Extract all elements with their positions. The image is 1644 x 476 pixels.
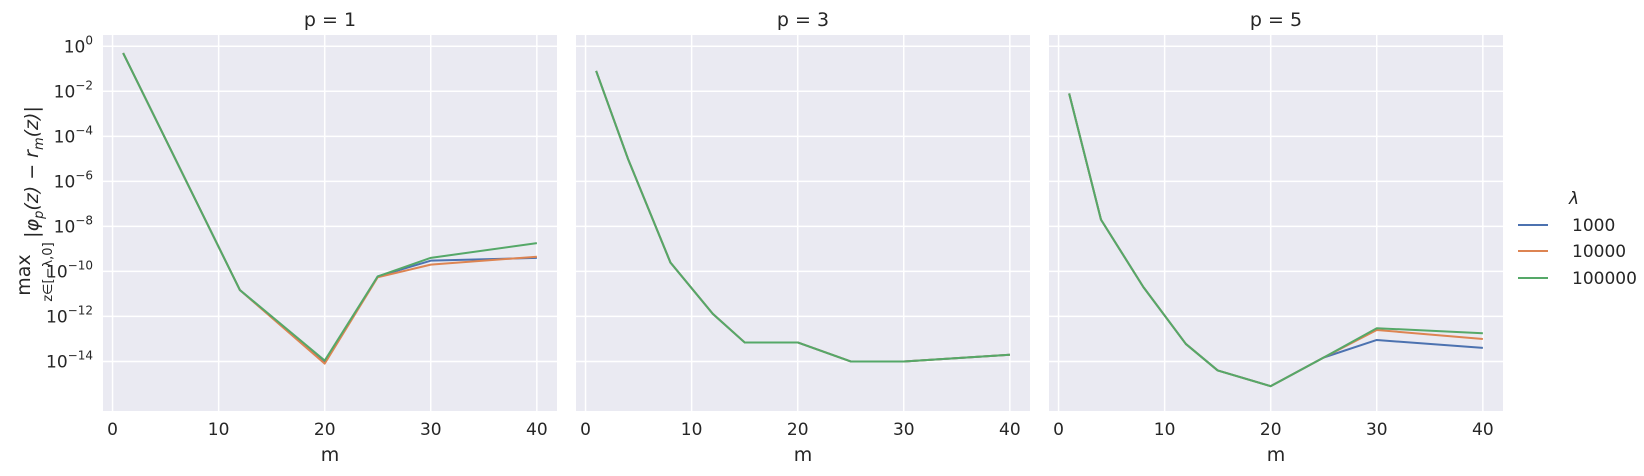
legend-title: λ	[1568, 189, 1579, 209]
y-tick-label: 10−14	[46, 348, 93, 372]
x-tick-label: 40	[526, 420, 548, 440]
plot-area	[103, 35, 557, 411]
x-tick-label: 20	[314, 420, 336, 440]
y-axis-label: max z∈[−λ,0] |φp(z) − rm(z)|	[13, 106, 56, 301]
x-tick-label: 10	[208, 420, 230, 440]
legend-label-100000: 100000	[1572, 269, 1637, 289]
x-axis-label: m	[1267, 444, 1286, 466]
x-tick-label: 30	[1366, 420, 1388, 440]
y-tick-label: 10−10	[46, 258, 93, 282]
x-tick-label: 0	[107, 420, 118, 440]
x-tick-label: 0	[1053, 420, 1064, 440]
y-axis-label-expr: max z∈[−λ,0]	[13, 242, 56, 301]
y-tick-label: 10−4	[54, 123, 93, 147]
legend: λ 1000 10000 100000	[1518, 189, 1637, 289]
y-label-sub-p: p	[32, 211, 47, 220]
x-tick-label: 30	[893, 420, 915, 440]
x-tick-label: 30	[420, 420, 442, 440]
x-tick-label: 40	[1472, 420, 1494, 440]
x-tick-label: 40	[999, 420, 1021, 440]
subplot-title: p = 1	[304, 9, 356, 31]
subplot-3: 0 10 20 30 40 p = 5 m	[1049, 9, 1503, 466]
y-label-main: |φ	[21, 218, 43, 237]
y-label-sub-m: m	[32, 137, 47, 150]
x-tick-label: 20	[787, 420, 809, 440]
subplots: 0 10 20 30 4010010−210−410−610−810−1010−1210…	[46, 9, 1503, 466]
y-tick-label: 10−2	[54, 78, 93, 102]
x-tick-label: 10	[1154, 420, 1176, 440]
x-tick-label: 20	[1260, 420, 1282, 440]
x-tick-label: 0	[580, 420, 591, 440]
y-tick-label: 10−6	[54, 168, 93, 192]
series-line-100000	[1068, 93, 1483, 388]
legend-label-1000: 1000	[1572, 216, 1615, 236]
y-label-max-sub: z∈[−λ,0]	[41, 242, 56, 301]
y-tick-label: 10−8	[54, 213, 93, 237]
y-label-mid: (z) − r	[21, 149, 43, 211]
y-label-expr: |φp(z) − rm(z)|	[21, 106, 47, 238]
subplot-title: p = 5	[1250, 9, 1302, 31]
legend-label-10000: 10000	[1572, 242, 1626, 262]
subplot-title: p = 3	[777, 9, 829, 31]
series-line-100000	[595, 70, 1010, 363]
y-tick-label: 100	[64, 33, 93, 57]
y-tick-label: 10−12	[46, 303, 93, 327]
subplot-1: 0 10 20 30 40 100 10−2 10−4 10−6 10−8 10−10 10−12 10…	[46, 9, 557, 466]
subplot-2: 0 10 20 30 40 p = 3 m	[576, 9, 1030, 466]
x-axis-label: m	[321, 444, 340, 466]
plot-area	[576, 35, 1030, 411]
y-label-max: max	[13, 254, 35, 295]
plot-area	[1049, 35, 1503, 411]
x-axis-label: m	[794, 444, 813, 466]
y-label-end: (z)|	[21, 106, 43, 137]
x-tick-label: 10	[681, 420, 703, 440]
series-line-100000	[122, 52, 537, 362]
